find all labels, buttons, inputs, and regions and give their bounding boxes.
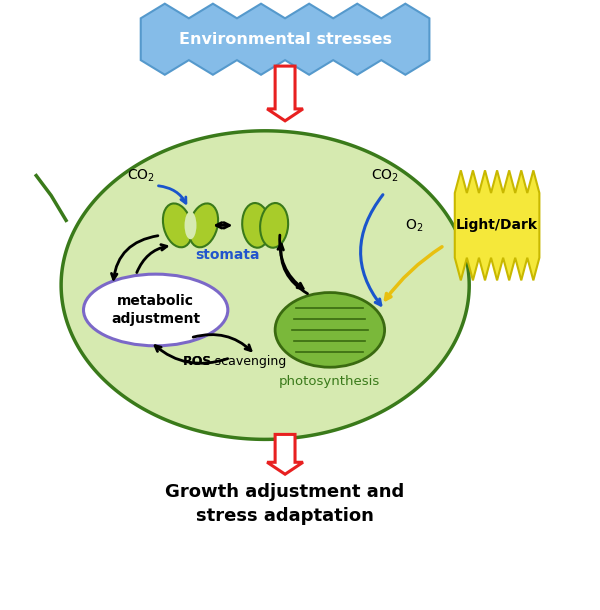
Ellipse shape (83, 274, 228, 346)
Text: stomata: stomata (195, 248, 260, 262)
Ellipse shape (275, 293, 385, 367)
Text: Light/Dark: Light/Dark (456, 218, 538, 232)
Text: ROS scavenging: ROS scavenging (184, 355, 286, 368)
Text: metabolic
adjustment: metabolic adjustment (111, 295, 200, 326)
Polygon shape (267, 66, 303, 121)
Ellipse shape (185, 212, 196, 239)
Ellipse shape (260, 203, 288, 248)
Polygon shape (455, 170, 539, 281)
Ellipse shape (189, 203, 218, 247)
Polygon shape (141, 4, 430, 75)
Text: CO$_2$: CO$_2$ (371, 167, 398, 184)
Ellipse shape (163, 203, 192, 247)
Text: ROS: ROS (183, 355, 212, 368)
Text: photosynthesis: photosynthesis (279, 375, 380, 388)
Polygon shape (267, 434, 303, 474)
Text: Growth adjustment and
stress adaptation: Growth adjustment and stress adaptation (166, 483, 404, 525)
Ellipse shape (242, 203, 270, 248)
Polygon shape (61, 131, 469, 439)
Text: O$_2$: O$_2$ (406, 217, 424, 234)
Text: CO$_2$: CO$_2$ (127, 167, 155, 184)
Text: Environmental stresses: Environmental stresses (179, 32, 392, 47)
